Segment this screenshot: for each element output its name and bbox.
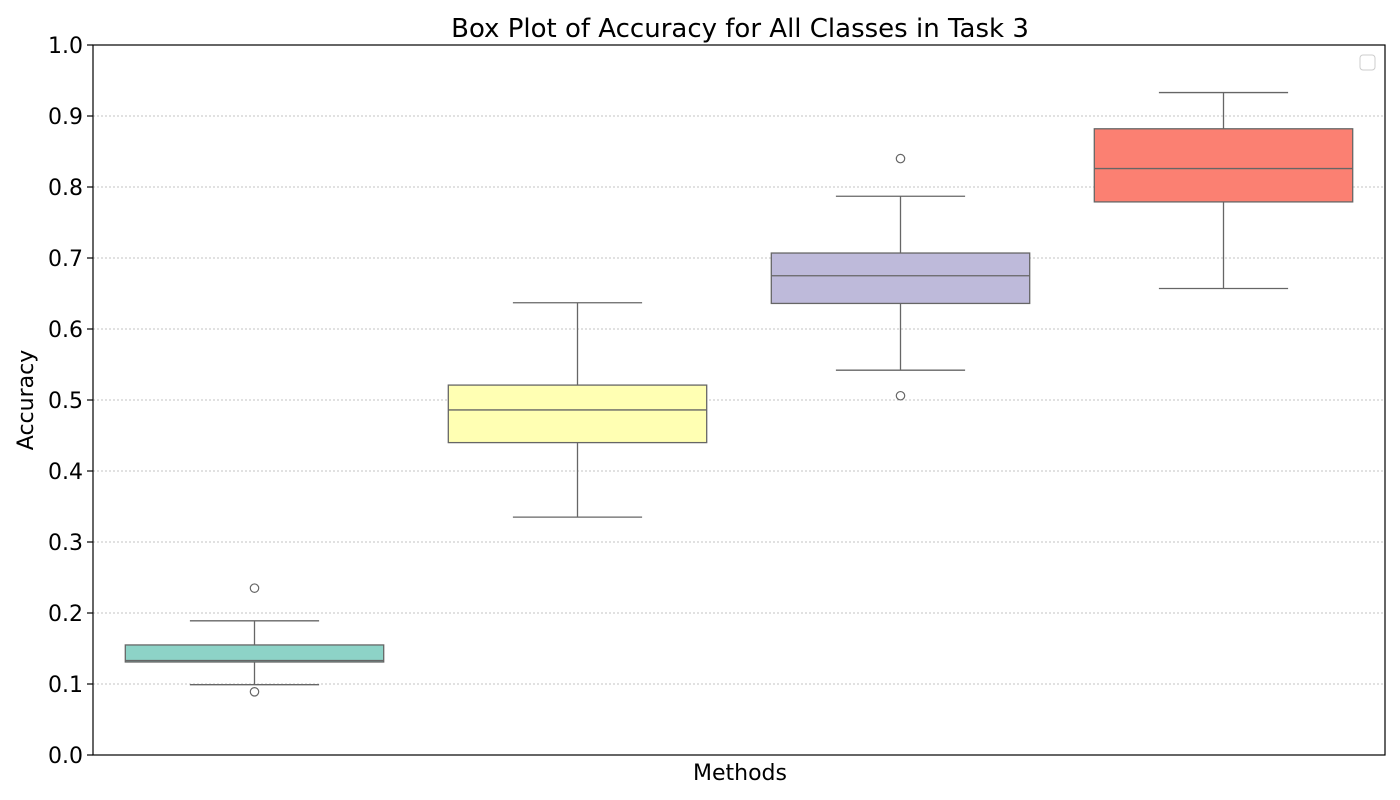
iqr-box: [770, 252, 1031, 305]
iqr-box: [1093, 128, 1354, 203]
y-tick-label: 0.1: [48, 673, 83, 698]
iqr-box: [447, 384, 708, 444]
box-group-2: [447, 302, 708, 518]
y-tick-label: 1.0: [48, 34, 83, 59]
y-tick-label: 0.4: [48, 460, 83, 485]
box-group-3: [770, 153, 1031, 401]
y-tick-label: 0.7: [48, 247, 83, 272]
y-axis-ticks: 0.0 0.1 0.2 0.3 0.4 0.5 0.6 0.7 0.8 0.9 1.0: [48, 34, 93, 769]
outlier-point: [249, 687, 260, 697]
chart-title: Box Plot of Accuracy for All Classes in …: [451, 14, 1029, 44]
box-series: [124, 91, 1354, 697]
y-tick-label: 0.5: [48, 389, 83, 414]
y-tick-label: 0.3: [48, 531, 83, 556]
legend: [1359, 54, 1376, 71]
y-tick-label: 0.9: [48, 105, 83, 130]
box-group-4: [1093, 91, 1354, 290]
box-group-1: [124, 583, 385, 697]
y-tick-label: 0.8: [48, 176, 83, 201]
y-axis-label: Accuracy: [14, 350, 39, 450]
outlier-point: [895, 390, 906, 401]
y-tick-label: 0.0: [48, 744, 83, 769]
outlier-point: [249, 583, 260, 593]
outlier-point: [895, 153, 906, 164]
iqr-box: [124, 644, 385, 663]
y-tick-label: 0.6: [48, 318, 83, 343]
y-tick-label: 0.2: [48, 602, 83, 627]
x-axis-label: Methods: [693, 761, 787, 786]
